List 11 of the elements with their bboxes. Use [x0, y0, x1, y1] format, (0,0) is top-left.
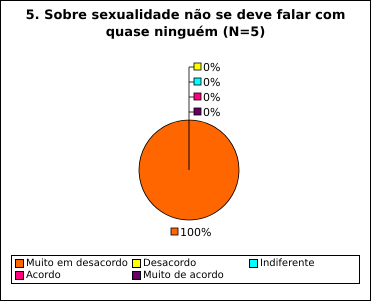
legend-label: Muito em desacordo — [26, 258, 128, 269]
text: 0% — [203, 91, 220, 104]
chart-title: 5. Sobre sexualidade não se deve falar com quase ninguém (N=5) — [24, 7, 346, 41]
text: 0% — [203, 106, 220, 119]
legend-label: Acordo — [26, 270, 61, 281]
legend-label: Desacordo — [143, 258, 196, 269]
legend-label: Muito de acordo — [143, 270, 224, 281]
text: 0% — [203, 61, 220, 74]
text: 0% — [203, 76, 220, 89]
data-label: 100% — [180, 226, 212, 239]
legend-label: Indiferente — [260, 258, 315, 269]
